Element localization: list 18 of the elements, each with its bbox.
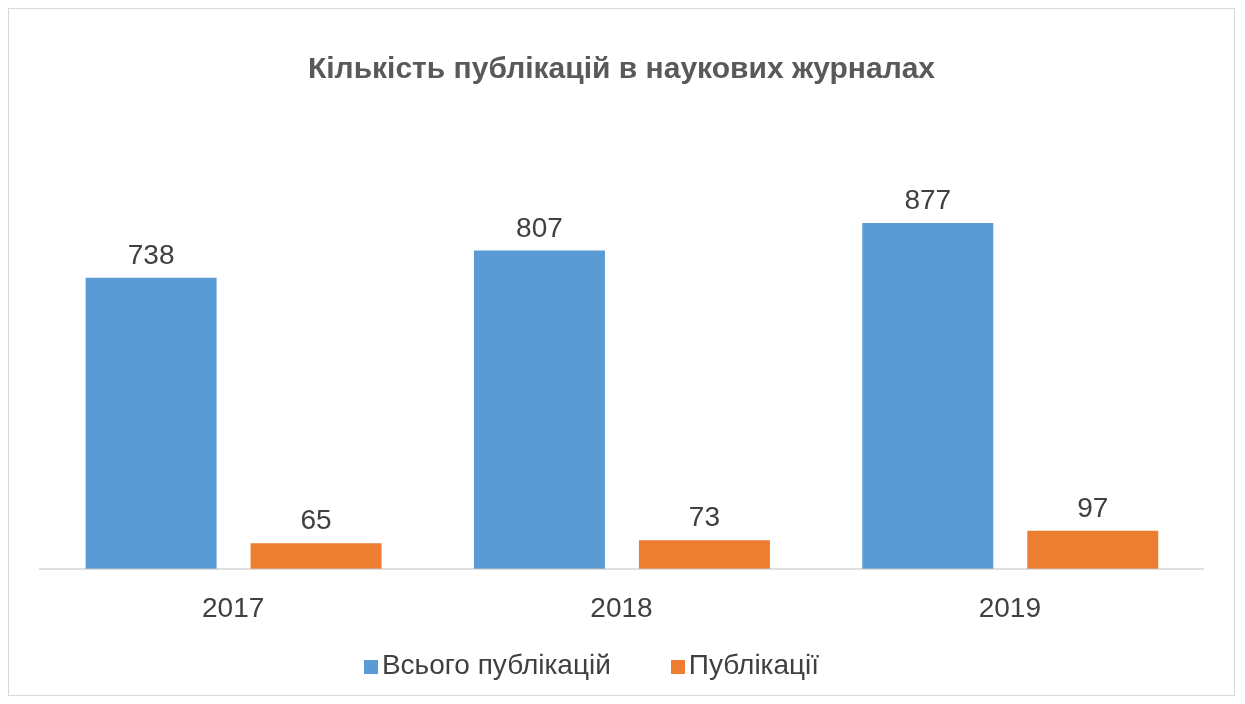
data-label: 738	[127, 238, 175, 270]
bar	[250, 543, 382, 569]
bar	[1027, 530, 1159, 569]
legend-label: Публікації	[688, 649, 820, 680]
bar	[473, 250, 605, 569]
bar	[862, 222, 994, 569]
bar	[85, 277, 217, 569]
legend-label: Всього публікацій	[381, 649, 611, 680]
chart-title: Кількість публікацій в наукових журналах	[306, 50, 937, 86]
data-label: 73	[688, 501, 721, 533]
data-label: 65	[300, 504, 332, 536]
data-label: 97	[1077, 491, 1109, 523]
x-tick-label: 2019	[978, 591, 1041, 623]
data-label: 877	[904, 183, 952, 215]
data-label: 807	[516, 211, 563, 243]
bar	[638, 540, 770, 569]
x-tick-label: 2018	[590, 591, 653, 623]
x-tick-label: 2017	[202, 591, 265, 623]
